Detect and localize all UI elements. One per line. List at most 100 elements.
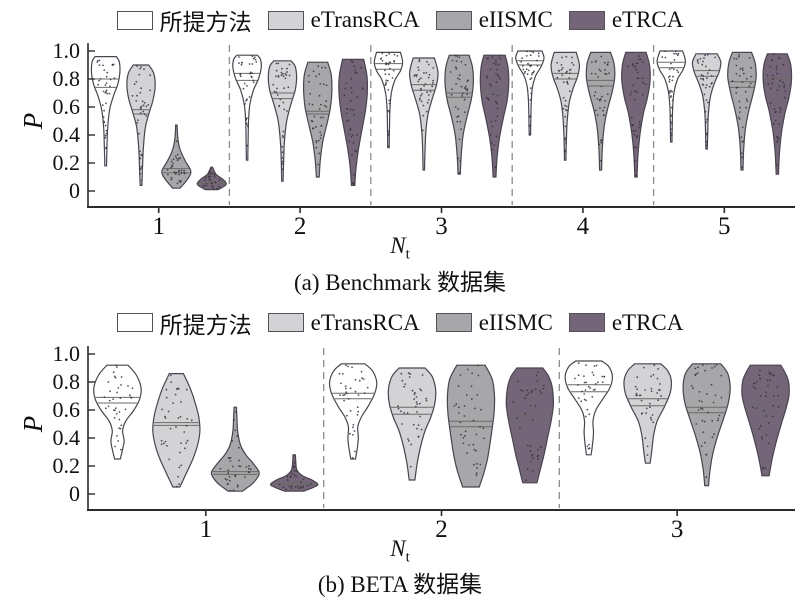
violin-2-3	[338, 58, 369, 186]
sample-dot	[776, 164, 778, 166]
sample-dot	[529, 124, 532, 127]
sample-dot	[425, 399, 428, 402]
sample-dot	[583, 381, 586, 383]
sample-dot	[569, 72, 571, 75]
sample-dot	[528, 64, 531, 67]
sample-dot	[598, 68, 601, 71]
sample-dot	[596, 98, 599, 100]
sample-dot	[741, 140, 743, 143]
sample-dot	[319, 137, 322, 139]
sample-dot	[421, 129, 424, 132]
sample-dot	[540, 391, 543, 394]
sample-dot	[633, 146, 636, 148]
sample-dot	[233, 418, 235, 421]
sample-dot	[561, 56, 563, 59]
sample-dot	[178, 157, 180, 160]
sample-dot	[426, 101, 429, 104]
sample-dot	[477, 364, 479, 366]
sample-dot	[415, 400, 418, 403]
sample-dot	[463, 111, 466, 114]
sample-dot	[600, 141, 603, 144]
sample-dot	[238, 459, 240, 461]
sample-dot	[771, 82, 774, 85]
sample-dot	[128, 393, 131, 396]
sample-dot	[634, 160, 636, 162]
sample-dot	[417, 423, 420, 426]
sample-dot	[238, 464, 241, 467]
sample-dot	[449, 71, 452, 73]
sample-dot	[324, 66, 327, 69]
sample-dot	[421, 93, 423, 95]
sample-dot	[590, 72, 593, 75]
sample-dot	[407, 371, 410, 374]
sample-dot	[141, 155, 144, 157]
sample-dot	[498, 54, 501, 57]
sample-dot	[288, 63, 291, 66]
sample-dot	[646, 445, 649, 447]
sample-dot	[668, 78, 671, 81]
sample-dot	[711, 419, 714, 422]
sample-dot	[536, 379, 539, 382]
sample-dot	[767, 442, 770, 444]
y-axis-label: P	[18, 113, 48, 131]
sample-dot	[738, 53, 740, 56]
violin-3-1	[623, 362, 673, 464]
sample-dot	[479, 425, 481, 428]
sample-dot	[209, 172, 212, 175]
sample-dot	[451, 88, 453, 91]
sample-dot	[409, 372, 412, 375]
sample-dot	[475, 471, 478, 474]
sample-dot	[295, 475, 298, 478]
sample-dot	[526, 444, 529, 446]
sample-dot	[282, 136, 284, 139]
sample-dot	[740, 152, 743, 155]
legend-item-0: 所提方法	[116, 3, 252, 37]
sample-dot	[745, 106, 747, 109]
legend-item-3: eTRCA	[568, 310, 683, 336]
sample-dot	[563, 149, 566, 152]
sample-dot	[459, 120, 462, 123]
sample-dot	[670, 132, 673, 135]
sample-dot	[526, 389, 528, 391]
sample-dot	[537, 454, 540, 456]
sample-dot	[281, 160, 284, 163]
sample-dot	[772, 404, 775, 407]
sample-dot	[465, 85, 467, 88]
sample-dot	[524, 412, 526, 414]
sample-dot	[104, 406, 107, 409]
sample-dot	[408, 375, 411, 378]
sample-dot	[288, 74, 291, 77]
sample-dot	[317, 163, 320, 166]
sample-dot	[456, 116, 459, 118]
sample-dot	[603, 106, 606, 109]
sample-dot	[536, 370, 539, 373]
x-tick-label: 1	[152, 213, 165, 237]
sample-dot	[746, 100, 749, 102]
sample-dot	[428, 73, 431, 76]
sample-dot	[462, 441, 465, 444]
caption-beta: (b) BETA 数据集	[317, 572, 483, 598]
sample-dot	[705, 86, 707, 89]
sample-dot	[695, 422, 698, 425]
sample-dot	[530, 50, 533, 53]
x-axis-label-main: N	[390, 535, 406, 561]
sample-dot	[636, 135, 639, 137]
sample-dot	[180, 180, 182, 183]
sample-dot	[464, 429, 467, 432]
sample-dot	[768, 421, 770, 424]
sample-dot	[713, 365, 716, 368]
sample-dot	[476, 393, 479, 396]
sample-dot	[669, 96, 672, 98]
y-tick-label: 0.4	[53, 122, 81, 147]
sample-dot	[105, 89, 108, 92]
sample-dot	[596, 114, 599, 116]
sample-dot	[401, 422, 404, 425]
sample-dot	[493, 144, 496, 146]
x-tick-label: 2	[435, 516, 448, 540]
sample-dot	[761, 435, 763, 438]
sample-dot	[496, 68, 499, 71]
sample-dot	[471, 372, 473, 374]
sample-dot	[706, 77, 708, 79]
sample-dot	[574, 377, 576, 379]
sample-dot	[139, 112, 142, 115]
